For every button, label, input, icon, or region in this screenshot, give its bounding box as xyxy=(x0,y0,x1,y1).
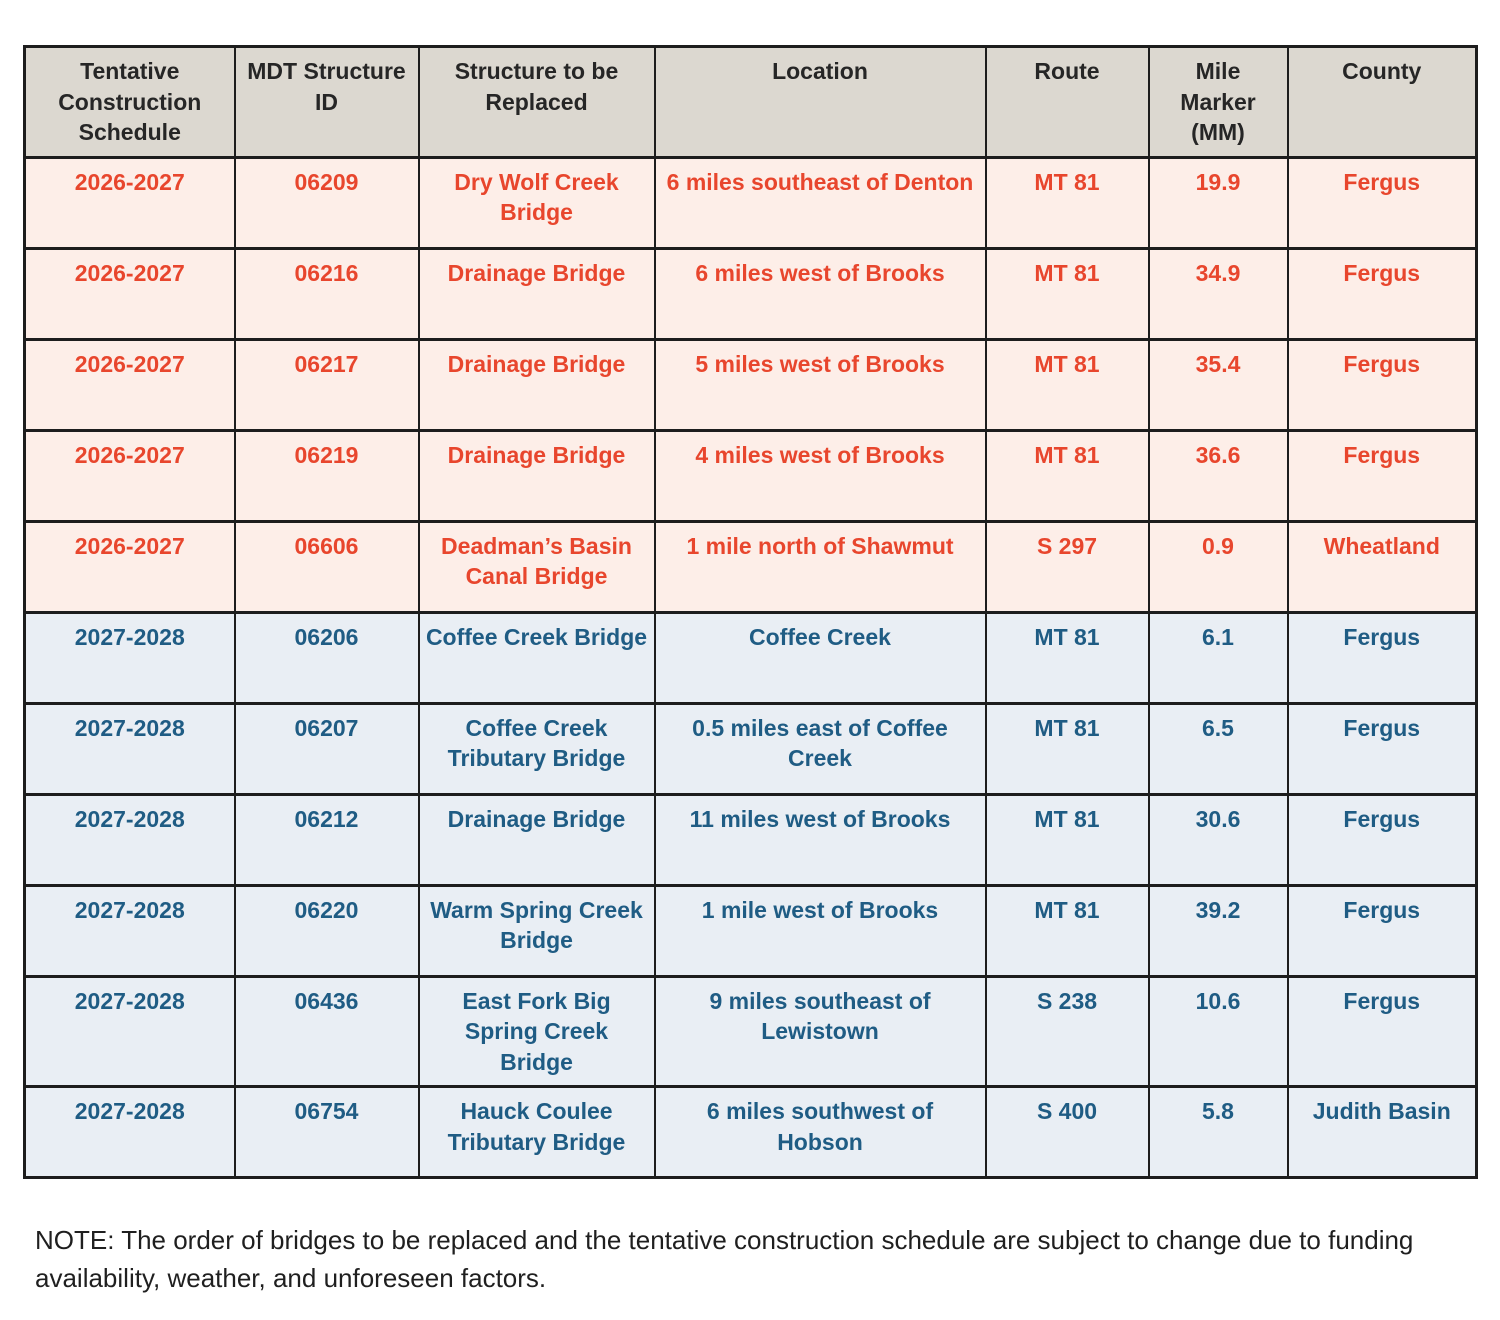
cell-mile-marker: 36.6 xyxy=(1147,428,1289,523)
table-row: 2027-2028 06207 Coffee Creek Tributary B… xyxy=(23,701,1478,796)
cell-mile-marker: 35.4 xyxy=(1147,337,1289,432)
cell-county: Fergus xyxy=(1286,428,1478,523)
cell-schedule: 2027-2028 xyxy=(23,701,236,796)
cell-county: Fergus xyxy=(1286,337,1478,432)
cell-structure: Hauck Coulee Tributary Bridge xyxy=(417,1085,656,1180)
cell-location: 6 miles west of Brooks xyxy=(653,246,987,341)
header-mdt-structure-id: MDT Structure ID xyxy=(233,45,420,159)
cell-schedule: 2026-2027 xyxy=(23,337,236,432)
cell-county: Fergus xyxy=(1286,246,1478,341)
cell-schedule: 2026-2027 xyxy=(23,155,236,250)
header-route: Route xyxy=(984,45,1150,159)
table-row: 2027-2028 06754 Hauck Coulee Tributary B… xyxy=(23,1085,1478,1180)
cell-location: Coffee Creek xyxy=(653,610,987,705)
cell-county: Fergus xyxy=(1286,883,1478,978)
cell-schedule: 2027-2028 xyxy=(23,974,236,1089)
cell-structure-id: 06212 xyxy=(233,792,420,887)
cell-route: MT 81 xyxy=(984,246,1150,341)
cell-structure: Coffee Creek Tributary Bridge xyxy=(417,701,656,796)
cell-route: MT 81 xyxy=(984,337,1150,432)
table-row: 2027-2028 06220 Warm Spring Creek Bridge… xyxy=(23,883,1478,978)
cell-location: 6 miles southeast of Denton xyxy=(653,155,987,250)
cell-location: 6 miles southwest of Hobson xyxy=(653,1085,987,1180)
cell-county: Fergus xyxy=(1286,155,1478,250)
cell-structure-id: 06217 xyxy=(233,337,420,432)
cell-structure-id: 06207 xyxy=(233,701,420,796)
cell-structure: Drainage Bridge xyxy=(417,246,656,341)
table-row: 2026-2027 06219 Drainage Bridge 4 miles … xyxy=(23,428,1478,523)
cell-county: Fergus xyxy=(1286,610,1478,705)
cell-mile-marker: 5.8 xyxy=(1147,1085,1289,1180)
cell-structure-id: 06220 xyxy=(233,883,420,978)
table-row: 2026-2027 06216 Drainage Bridge 6 miles … xyxy=(23,246,1478,341)
cell-location: 11 miles west of Brooks xyxy=(653,792,987,887)
cell-structure: Deadman’s Basin Canal Bridge xyxy=(417,519,656,614)
cell-route: MT 81 xyxy=(984,155,1150,250)
cell-location: 1 mile west of Brooks xyxy=(653,883,987,978)
header-tentative-construction-schedule: Tentative Construction Schedule xyxy=(23,45,236,159)
cell-county: Fergus xyxy=(1286,701,1478,796)
table-header-row: Tentative Construction Schedule MDT Stru… xyxy=(23,45,1478,159)
cell-structure-id: 06606 xyxy=(233,519,420,614)
cell-structure: Drainage Bridge xyxy=(417,428,656,523)
table-row: 2027-2028 06212 Drainage Bridge 11 miles… xyxy=(23,792,1478,887)
cell-mile-marker: 34.9 xyxy=(1147,246,1289,341)
cell-schedule: 2027-2028 xyxy=(23,883,236,978)
cell-structure: Dry Wolf Creek Bridge xyxy=(417,155,656,250)
table-row: 2027-2028 06206 Coffee Creek Bridge Coff… xyxy=(23,610,1478,705)
cell-mile-marker: 39.2 xyxy=(1147,883,1289,978)
construction-schedule-table: Tentative Construction Schedule MDT Stru… xyxy=(23,45,1478,1180)
table-row: 2026-2027 06606 Deadman’s Basin Canal Br… xyxy=(23,519,1478,614)
cell-location: 5 miles west of Brooks xyxy=(653,337,987,432)
cell-route: MT 81 xyxy=(984,610,1150,705)
table-row: 2026-2027 06217 Drainage Bridge 5 miles … xyxy=(23,337,1478,432)
cell-mile-marker: 10.6 xyxy=(1147,974,1289,1089)
cell-county: Fergus xyxy=(1286,792,1478,887)
footer-note: NOTE: The order of bridges to be replace… xyxy=(35,1225,1414,1293)
cell-county: Fergus xyxy=(1286,974,1478,1089)
cell-county: Judith Basin xyxy=(1286,1085,1478,1180)
cell-location: 4 miles west of Brooks xyxy=(653,428,987,523)
header-county: County xyxy=(1286,45,1478,159)
cell-route: MT 81 xyxy=(984,701,1150,796)
cell-schedule: 2027-2028 xyxy=(23,610,236,705)
cell-route: S 238 xyxy=(984,974,1150,1089)
cell-location: 1 mile north of Shawmut xyxy=(653,519,987,614)
cell-route: MT 81 xyxy=(984,792,1150,887)
cell-schedule: 2026-2027 xyxy=(23,428,236,523)
cell-structure-id: 06436 xyxy=(233,974,420,1089)
cell-mile-marker: 6.5 xyxy=(1147,701,1289,796)
cell-structure-id: 06754 xyxy=(233,1085,420,1180)
cell-structure: Coffee Creek Bridge xyxy=(417,610,656,705)
cell-structure: Drainage Bridge xyxy=(417,337,656,432)
cell-location: 9 miles southeast of Lewistown xyxy=(653,974,987,1089)
header-mile-marker: Mile Marker (MM) xyxy=(1147,45,1289,159)
cell-structure-id: 06216 xyxy=(233,246,420,341)
cell-mile-marker: 0.9 xyxy=(1147,519,1289,614)
cell-structure-id: 06206 xyxy=(233,610,420,705)
cell-route: MT 81 xyxy=(984,428,1150,523)
cell-mile-marker: 19.9 xyxy=(1147,155,1289,250)
cell-schedule: 2027-2028 xyxy=(23,792,236,887)
cell-structure-id: 06219 xyxy=(233,428,420,523)
cell-route: MT 81 xyxy=(984,883,1150,978)
cell-structure: Drainage Bridge xyxy=(417,792,656,887)
table-row: 2026-2027 06209 Dry Wolf Creek Bridge 6 … xyxy=(23,155,1478,250)
table-row: 2027-2028 06436 East Fork Big Spring Cre… xyxy=(23,974,1478,1089)
header-location: Location xyxy=(653,45,987,159)
cell-schedule: 2027-2028 xyxy=(23,1085,236,1180)
cell-structure: Warm Spring Creek Bridge xyxy=(417,883,656,978)
header-structure-to-be-replaced: Structure to be Replaced xyxy=(417,45,656,159)
cell-schedule: 2026-2027 xyxy=(23,246,236,341)
cell-structure-id: 06209 xyxy=(233,155,420,250)
cell-route: S 400 xyxy=(984,1085,1150,1180)
cell-structure: East Fork Big Spring Creek Bridge xyxy=(417,974,656,1089)
cell-route: S 297 xyxy=(984,519,1150,614)
cell-schedule: 2026-2027 xyxy=(23,519,236,614)
cell-location: 0.5 miles east of Coffee Creek xyxy=(653,701,987,796)
cell-mile-marker: 30.6 xyxy=(1147,792,1289,887)
cell-mile-marker: 6.1 xyxy=(1147,610,1289,705)
cell-county: Wheatland xyxy=(1286,519,1478,614)
